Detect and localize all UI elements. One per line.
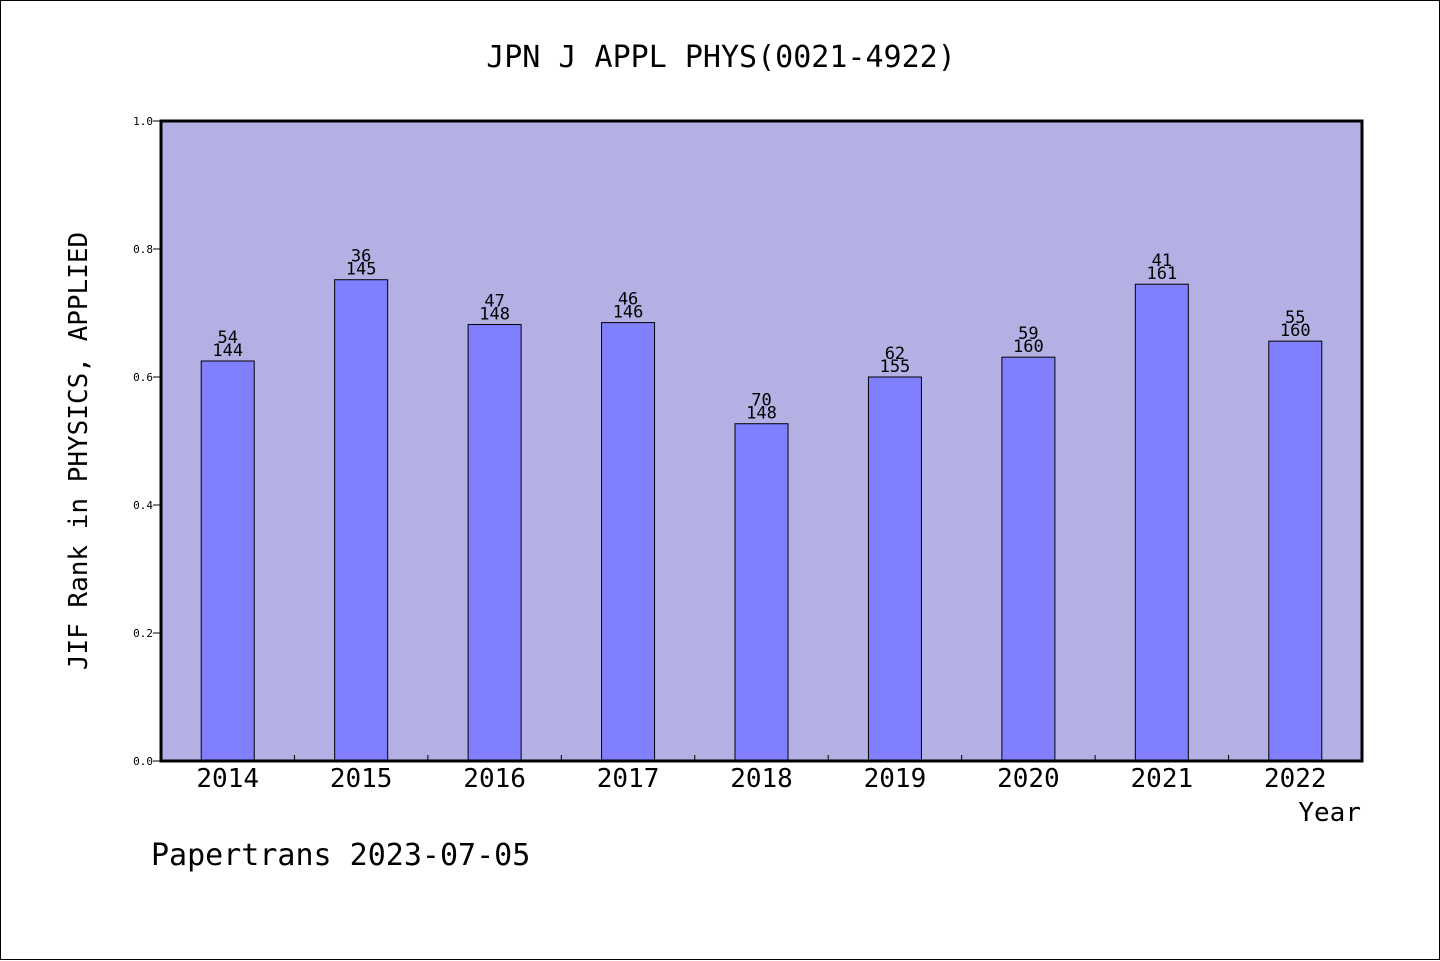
x-axis-label: Year bbox=[1298, 798, 1361, 828]
y-tick-label: 0.0 bbox=[133, 755, 153, 768]
bar-total-label-2022: 160 bbox=[1280, 321, 1311, 341]
footer-credit: Papertrans 2023-07-05 bbox=[151, 838, 530, 873]
bar-rank-label-2019: 62 bbox=[885, 344, 905, 364]
y-tick-label: 0.6 bbox=[133, 371, 153, 384]
chart-title: JPN J APPL PHYS(0021-4922) bbox=[486, 40, 956, 75]
data-labels-layer: 5414436145471484614670148621555916041161… bbox=[212, 247, 1310, 424]
bar-rank-label-2018: 70 bbox=[751, 391, 771, 411]
bar-total-label-2019: 155 bbox=[880, 357, 911, 377]
bar-2015 bbox=[334, 279, 389, 762]
x-tick-label-2017: 2017 bbox=[597, 764, 660, 794]
x-tick-label-2022: 2022 bbox=[1264, 764, 1327, 794]
bar-total-label-2014: 144 bbox=[212, 341, 243, 361]
bar-2022 bbox=[1268, 340, 1323, 762]
bar-rank-label-2014: 54 bbox=[217, 328, 237, 348]
x-tick-label-2014: 2014 bbox=[196, 764, 259, 794]
x-tick-label-2015: 2015 bbox=[330, 764, 393, 794]
bar-rank-label-2020: 59 bbox=[1018, 324, 1038, 344]
bar-total-label-2015: 145 bbox=[346, 260, 377, 280]
bar-rank-label-2015: 36 bbox=[351, 247, 371, 267]
bar-2017 bbox=[601, 322, 656, 762]
bar-rank-label-2017: 46 bbox=[618, 290, 638, 310]
bar-total-label-2021: 161 bbox=[1146, 264, 1177, 284]
bar-rank-label-2021: 41 bbox=[1152, 251, 1172, 271]
bar-total-label-2018: 148 bbox=[746, 404, 777, 424]
bar-2020 bbox=[1001, 356, 1056, 762]
y-tick-label: 0.4 bbox=[133, 499, 153, 512]
x-tick-label-2018: 2018 bbox=[730, 764, 793, 794]
bar-rank-label-2016: 47 bbox=[484, 292, 504, 312]
bars-layer bbox=[200, 279, 1323, 762]
y-tick-label: 0.8 bbox=[133, 243, 153, 256]
bar-2018 bbox=[734, 423, 789, 762]
axes-layer: 2014 2015 2016 2017 2018 2019 2020 2021 2022 0.0 0… bbox=[133, 115, 1326, 794]
bar-2019 bbox=[867, 376, 922, 762]
x-tick-label-2021: 2021 bbox=[1131, 764, 1194, 794]
bar-total-label-2017: 146 bbox=[613, 303, 644, 323]
y-tick-label: 1.0 bbox=[133, 115, 153, 128]
x-tick-label-2019: 2019 bbox=[864, 764, 927, 794]
x-tick-label-2016: 2016 bbox=[463, 764, 526, 794]
plot-border bbox=[159, 119, 1364, 763]
y-axis-label: JIF Rank in PHYSICS, APPLIED bbox=[64, 232, 94, 670]
bar-total-label-2016: 148 bbox=[479, 305, 510, 325]
bar-total-label-2020: 160 bbox=[1013, 337, 1044, 357]
y-tick-label: 0.2 bbox=[133, 627, 153, 640]
bar-2016 bbox=[467, 324, 522, 762]
bar-rank-label-2022: 55 bbox=[1285, 308, 1305, 328]
bar-2014 bbox=[200, 360, 255, 762]
bar-2021 bbox=[1134, 283, 1189, 762]
x-tick-label-2020: 2020 bbox=[997, 764, 1060, 794]
